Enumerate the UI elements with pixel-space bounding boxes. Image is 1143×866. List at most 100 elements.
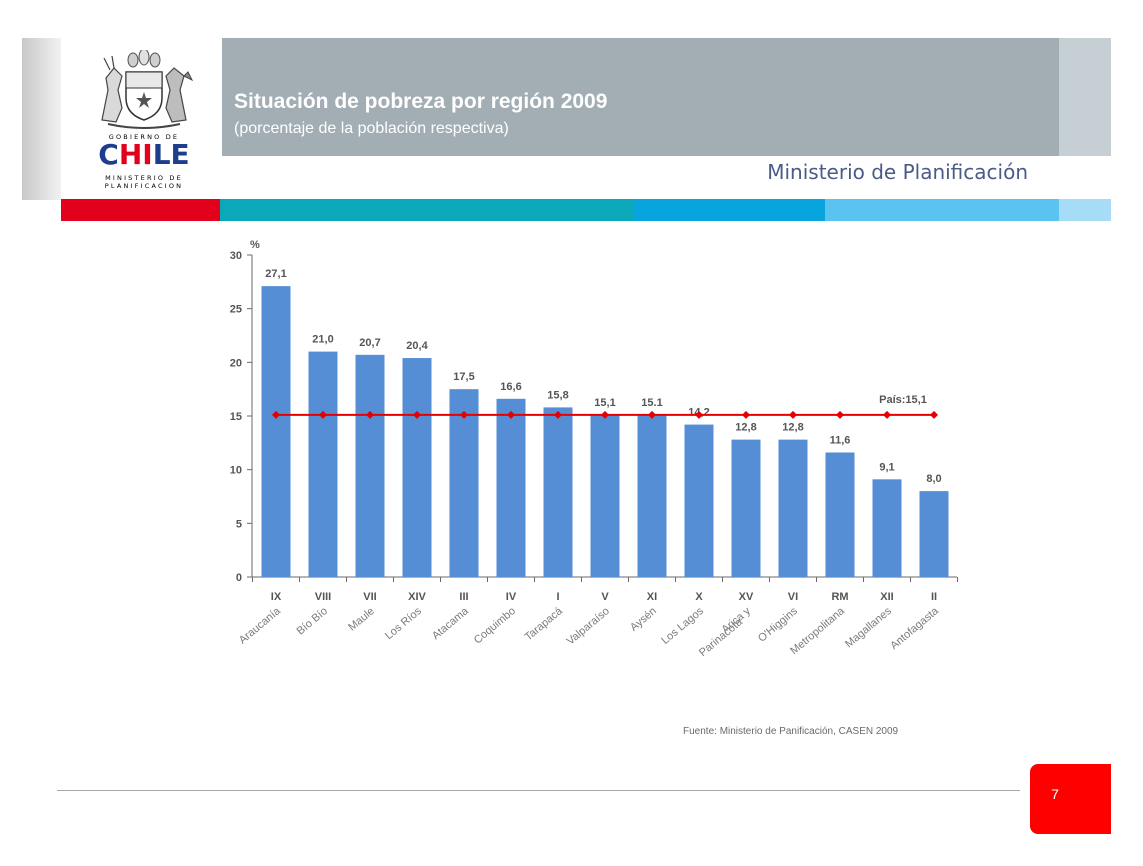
country-average-marker [413,410,421,419]
page-number-badge [1030,764,1111,834]
ministry-name: Ministerio de Planificación [767,160,1028,184]
coat-of-arms-icon [101,48,194,129]
color-strip-blue [634,199,825,221]
bar [919,491,949,577]
country-average-marker [366,410,374,419]
region-name-label: Aysén [628,605,659,634]
region-name-label: Atacama [430,605,472,643]
y-tick-label: 5 [236,518,242,530]
bar-value-label: 17,5 [453,371,474,383]
source-note: Fuente: Ministerio de Panificación, CASE… [683,726,899,737]
bar-value-label: 16,6 [500,381,521,393]
y-tick-label: 15 [230,411,242,423]
color-strip-teal [220,199,634,221]
region-name-label: Los Ríos [383,605,424,642]
bar [778,439,808,577]
logo-name: CHILE [98,138,190,171]
title-band [222,38,1059,156]
slide-title: Situación de pobreza por región 2009 [234,90,608,113]
region-name-label: Valparaíso [565,605,612,647]
country-average-label: País:15,1 [879,394,927,406]
country-average-marker [507,410,515,419]
y-tick-label: 10 [230,465,242,477]
region-code-label: X [695,591,703,603]
slide-subtitle: (porcentaje de la población respectiva) [234,120,509,137]
country-average-marker [648,410,656,419]
left-gray-bar [22,38,61,200]
country-average-marker [930,410,938,419]
logo-top-text: GOBIERNO DE [108,133,180,141]
bar [355,354,385,577]
bar-value-label: 20,4 [406,340,428,352]
bar [496,398,526,577]
region-code-label: IV [506,591,517,603]
bar-value-label: 11,6 [830,434,851,446]
y-tick-label: 30 [230,250,242,262]
page-number: 7 [1051,786,1059,802]
country-average-marker [836,410,844,419]
bar-value-label: 20,7 [359,337,380,349]
region-name-label: O'Higgins [756,605,800,645]
bar [637,414,667,577]
bar-value-label: 21,0 [312,334,333,346]
bar-value-label: 15,8 [547,389,568,401]
bar [308,351,338,577]
bar-value-label: 9,1 [879,461,894,473]
region-code-label: XII [880,591,893,603]
footer-divider [57,790,1020,791]
bar [590,414,620,577]
logo-bottom-text-2: PLANIFICACION [104,182,184,190]
country-average-marker [554,410,562,419]
region-code-label: IX [271,591,282,603]
bar [449,389,479,577]
country-average-marker [601,410,609,419]
region-code-label: VII [363,591,376,603]
country-average-marker [695,410,703,419]
region-code-label: VI [788,591,798,603]
region-code-label: RM [831,591,848,603]
region-name-label: Tarapacá [523,605,566,644]
bar [731,439,761,577]
y-tick-label: 0 [236,572,242,584]
bar-value-label: 27,1 [265,268,286,280]
bar-value-label: 15,1 [594,397,615,409]
bar-value-label: 15.1 [641,397,662,409]
region-name-label: Antofagasta [888,605,941,652]
region-code-label: V [601,591,609,603]
region-code-label: III [459,591,468,603]
bar [825,452,855,577]
region-name-label: Coquimbo [472,605,518,646]
bar [402,358,432,577]
country-average-marker [742,410,750,419]
country-average-marker [272,410,280,419]
region-code-label: XI [647,591,657,603]
title-band-right [1059,38,1111,156]
bar [543,407,573,577]
region-code-label: II [931,591,937,603]
government-logo: GOBIERNO DE CHILE MINISTERIO DE PLANIFIC… [88,48,200,195]
bar [872,479,902,577]
region-code-label: VIII [315,591,332,603]
color-strip-light-blue [825,199,1059,221]
color-strip-red [61,199,220,221]
y-tick-label: 25 [230,304,242,316]
bar-value-label: 12,8 [735,422,756,434]
y-axis-unit-label: % [250,239,260,251]
bar-value-label: 12,8 [782,422,803,434]
country-average-marker [319,410,327,419]
region-code-label: XIV [408,591,426,603]
region-name-label: Araucanía [237,605,284,647]
country-average-marker [460,410,468,419]
region-code-label: XV [739,591,754,603]
country-average-marker [789,410,797,419]
logo-bottom-text-1: MINISTERIO DE [105,174,183,182]
region-name-label: Magallanes [843,605,894,651]
bar-value-label: 8,0 [926,473,941,485]
bar [261,286,291,577]
region-name-label: Bío Bío [295,605,330,637]
region-name-label: Los Lagos [659,605,706,647]
bar [684,424,714,577]
color-strip-pale-blue [1059,199,1111,221]
region-code-label: I [556,591,559,603]
